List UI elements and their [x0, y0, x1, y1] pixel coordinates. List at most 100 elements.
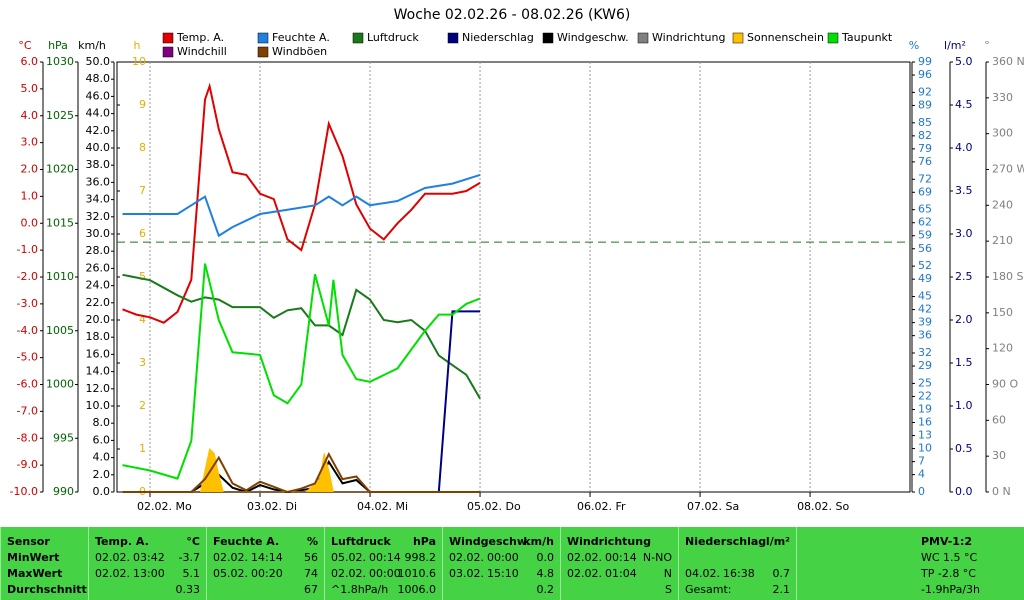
x-tick-label: 05.02. Do: [467, 500, 521, 513]
column-unit: %: [306, 535, 318, 548]
y-tick-label: 76: [918, 155, 932, 168]
y-tick-label: -1.0: [17, 243, 38, 256]
y-tick-label: 22.0: [86, 296, 111, 309]
axis-unit: l/m²: [944, 39, 966, 52]
y-tick-label: 16.0: [86, 347, 111, 360]
y-tick-label: 120: [992, 342, 1013, 355]
y-tick-label: 52: [918, 259, 932, 272]
y-tick-label: 5: [139, 270, 146, 283]
y-tick-label: 1025: [46, 109, 74, 122]
series-line: [122, 459, 480, 494]
y-tick-label: 2: [139, 399, 146, 412]
legend-swatch: [162, 46, 174, 58]
cell-time: 00:00: [369, 567, 401, 580]
cell-text: Gesamt:: [685, 583, 732, 596]
y-tick-label: -8.0: [17, 431, 38, 444]
cell-time: 15:10: [487, 567, 519, 580]
y-tick-label: 4.0: [93, 451, 111, 464]
cell-date: 02.02.: [449, 551, 484, 564]
cell-value: 0.33: [175, 583, 201, 596]
y-tick-label: 360 N: [992, 55, 1024, 68]
y-tick-label: 69: [918, 185, 932, 198]
chart: Woche 02.02.26 - 08.02.26 (KW6) °C -10.0 -…: [10, 7, 1024, 513]
cell-value: 5.1: [182, 567, 201, 580]
cell-time: 00:14: [605, 551, 637, 564]
y-tick-label: 25: [918, 376, 932, 389]
cell-date: 03.02.: [449, 567, 484, 580]
y-tick-label: 7: [139, 184, 146, 197]
pmv-line: WC 1.5 °C: [921, 551, 978, 564]
y-tick-label: 45: [918, 290, 932, 303]
y-tick-label: 42: [918, 303, 932, 316]
y-tick-label: 22: [918, 389, 932, 402]
table-column: Niederschlag l/m² 04.02. 16:38 0.7 Gesamt: 2.1: [678, 527, 796, 600]
y-tick-label: 99: [918, 55, 932, 68]
cell-value: 74: [304, 567, 318, 580]
series-line: [122, 452, 480, 494]
y-tick-label: 4.0: [21, 109, 39, 122]
cell-time: 00:00: [487, 551, 519, 564]
y-tick-label: 1030: [46, 55, 74, 68]
y-tick-label: 38.0: [86, 158, 111, 171]
legend-swatch: [447, 32, 459, 44]
y-tick-label: 9: [139, 98, 146, 111]
y-tick-label: 1020: [46, 163, 74, 176]
table-column: Windgeschw. km/h 02.02. 00:00 0.0 03.02. 15:10…: [442, 527, 560, 600]
table-column: Windrichtung 02.02. 00:14 N-NO 02.02. 01:04 N S: [560, 527, 678, 600]
y-tick-label: 42.0: [86, 124, 111, 137]
y-tick-label: 2.5: [955, 270, 973, 283]
cell-date: 02.02.: [213, 551, 248, 564]
legend-label: Feuchte A.: [272, 31, 330, 44]
cell-date: 02.02.: [95, 551, 130, 564]
axis-unit: h: [134, 39, 141, 52]
y-tick-label: 30: [992, 449, 1006, 462]
cell-date: 02.02.: [567, 567, 602, 580]
y-tick-label: 18.0: [86, 330, 111, 343]
legend-label: Temp. A.: [176, 31, 224, 44]
y-tick-label: 5.0: [21, 82, 39, 95]
axis-unit: °C: [18, 39, 32, 52]
y-tick-label: 72: [918, 172, 932, 185]
y-tick-label: 1000: [46, 378, 74, 391]
column-title: Niederschlag: [685, 535, 767, 548]
y-tick-label: 2.0: [93, 468, 111, 481]
legend-label: Niederschlag: [462, 31, 534, 44]
cell-time: 13:00: [133, 567, 165, 580]
y-tick-label: -7.0: [17, 404, 38, 417]
cell-date: 02.02.: [331, 567, 366, 580]
y-tick-label: 1015: [46, 216, 74, 229]
y-tick-label: 39: [918, 316, 932, 329]
x-tick-label: 02.02. Mo: [137, 500, 192, 513]
table-column: Luftdruck hPa 05.02. 00:14 998.2 02.02. 00:00 1…: [324, 527, 442, 600]
legend-label: Luftdruck: [367, 31, 419, 44]
y-tick-label: 26.0: [86, 261, 111, 274]
y-tick-label: 6: [139, 227, 146, 240]
column-title: Windgeschw.: [449, 535, 531, 548]
chart-title: Woche 02.02.26 - 08.02.26 (KW6): [394, 7, 631, 23]
series-area: [122, 448, 481, 493]
cell-value: 4.8: [536, 567, 555, 580]
y-tick-label: 4: [918, 468, 925, 481]
y-tick-label: 0.5: [955, 442, 973, 455]
y-tick-label: 150: [992, 306, 1013, 319]
y-tick-label: -5.0: [17, 351, 38, 364]
cell-time: 14:14: [251, 551, 283, 564]
y-tick-label: 3.5: [955, 184, 973, 197]
cell-value: 56: [304, 551, 318, 564]
y-tick-label: 1010: [46, 270, 74, 283]
cell-date: 02.02.: [95, 567, 130, 580]
y-tick-label: 6.0: [21, 55, 39, 68]
y-tick-label: 8.0: [93, 416, 111, 429]
axis-unit: km/h: [78, 39, 106, 52]
cell-value: 1010.6: [397, 567, 437, 580]
cell-value: -3.7: [178, 551, 200, 564]
legend-swatch: [637, 32, 649, 44]
y-tick-label: -10.0: [10, 485, 38, 498]
y-tick-label: 0: [918, 485, 925, 498]
legend-swatch: [162, 32, 174, 44]
y-tick-label: 59: [918, 229, 932, 242]
cell-time: 01:04: [605, 567, 637, 580]
series-line: [122, 310, 480, 493]
cell-text: ^1.8hPa/h: [331, 583, 389, 596]
